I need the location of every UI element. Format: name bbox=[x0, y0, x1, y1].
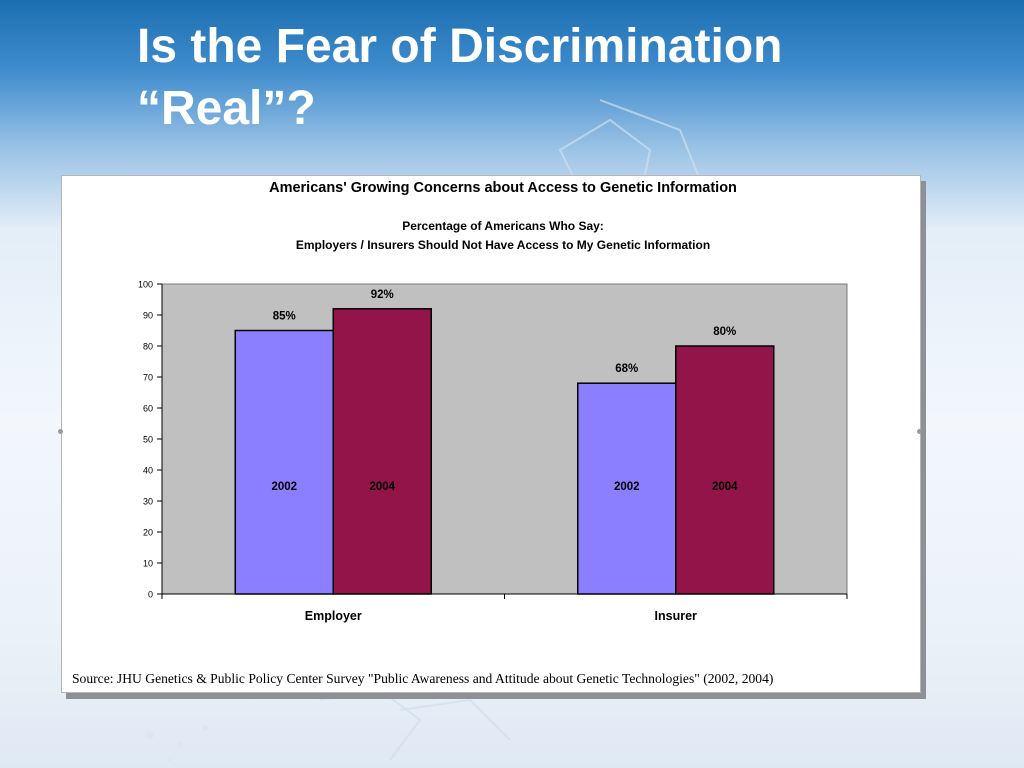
slide-title-line-2: “Real”? bbox=[137, 82, 316, 135]
bar-series-label: 2004 bbox=[712, 481, 738, 493]
bar-series-label: 2002 bbox=[614, 481, 640, 493]
bar-insurer-2002 bbox=[577, 382, 677, 595]
y-tick-label: 20 bbox=[143, 528, 153, 538]
y-tick-label: 80 bbox=[143, 342, 153, 352]
bar-series-label: 2002 bbox=[271, 481, 297, 493]
chart-title: Americans' Growing Concerns about Access… bbox=[269, 180, 737, 196]
y-tick-label: 10 bbox=[143, 559, 153, 569]
bar-value-label: 85% bbox=[273, 311, 296, 323]
bar-series-label: 2004 bbox=[369, 481, 395, 493]
bar-employer-2002 bbox=[234, 329, 334, 595]
bar-value-label: 80% bbox=[713, 326, 736, 338]
bar-insurer-2004 bbox=[675, 345, 775, 595]
bar-value-label: 92% bbox=[371, 289, 394, 301]
chart-subtitle-line-2: Employers / Insurers Should Not Have Acc… bbox=[296, 238, 710, 252]
y-tick-label: 0 bbox=[148, 590, 153, 600]
y-tick-label: 40 bbox=[143, 466, 153, 476]
slide-title-line-1: Is the Fear of Discrimination bbox=[137, 20, 783, 73]
bar-chart: Americans' Growing Concerns about Access… bbox=[138, 180, 848, 623]
y-tick-label: 90 bbox=[143, 311, 153, 321]
resize-handle-right[interactable] bbox=[917, 429, 922, 434]
y-tick-label: 30 bbox=[143, 497, 153, 507]
y-tick-label: 70 bbox=[143, 373, 153, 383]
y-tick-label: 50 bbox=[143, 435, 153, 445]
y-tick-label: 100 bbox=[138, 280, 153, 290]
x-category-label: Employer bbox=[305, 609, 362, 623]
x-category-label: Insurer bbox=[655, 609, 698, 623]
bars: 85% 2002 92% 2004 68% 2002 80% 2004 bbox=[234, 289, 775, 595]
bar-employer-2004 bbox=[332, 308, 432, 595]
x-axis: Employer Insurer bbox=[161, 593, 848, 623]
chart-subtitle-line-1: Percentage of Americans Who Say: bbox=[402, 219, 604, 233]
bar-value-label: 68% bbox=[615, 363, 638, 375]
chart-figure: Americans' Growing Concerns about Access… bbox=[58, 175, 922, 693]
resize-handle-left[interactable] bbox=[58, 429, 63, 434]
slide-title: Is the Fear of Discrimination “Real”? bbox=[137, 16, 937, 140]
y-axis: 0 10 20 30 40 50 60 70 80 90 100 bbox=[138, 280, 163, 600]
y-tick-label: 60 bbox=[143, 404, 153, 414]
source-note: Source: JHU Genetics & Public Policy Cen… bbox=[72, 671, 774, 686]
